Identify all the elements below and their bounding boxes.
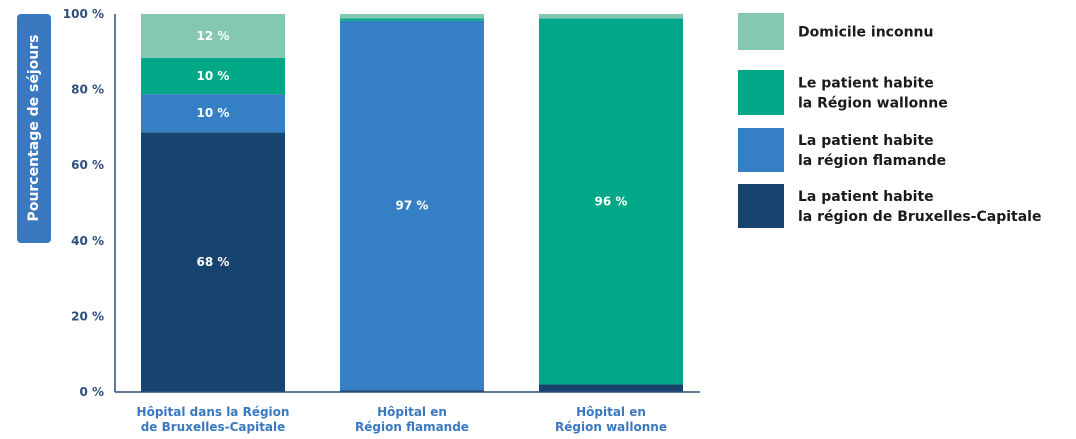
data-label: 12 % [197,29,230,43]
legend-label: La patient habite la région de Bruxelles-… [798,189,1041,225]
bar-segment [340,20,484,391]
y-tick-label: 60 % [71,158,104,172]
category-label: Hôpital en Région flamande [355,405,469,434]
legend-swatch [738,70,784,115]
bar-segment [539,384,683,392]
bar-segment [141,94,285,133]
axes [114,14,700,393]
bar-segment [340,18,484,21]
legend-swatch [738,128,784,172]
y-axis-ticks: 0 % 20 % 40 % 60 % 80 % 100 % [63,7,104,399]
y-tick-label: 0 % [79,385,104,399]
data-label: 97 % [396,198,429,212]
data-label: 10 % [197,106,230,120]
bar-segment [539,14,683,19]
legend-label: Le patient habite la Région wallonne [798,76,948,112]
y-axis-label-text: Pourcentage de séjours [26,35,42,222]
category-label: Hôpital en Région wallonne [555,405,667,434]
y-tick-label: 100 % [63,7,104,21]
category-label: Hôpital dans la Région de Bruxelles-Capit… [137,405,290,434]
category-labels: Hôpital dans la Région de Bruxelles-Capit… [137,405,667,434]
y-tick-label: 40 % [71,234,104,248]
legend: Domicile inconnu Le patient habite la Régi… [738,13,1041,228]
data-label: 10 % [197,69,230,83]
y-axis-label-box [17,14,51,243]
legend-label: Domicile inconnu [798,25,933,41]
data-label: 68 % [197,255,230,269]
y-tick-label: 80 % [71,83,104,97]
bars: 68 % 10 % 10 % 12 % 97 % 96 % [141,14,683,392]
legend-swatch [738,184,784,228]
bar-segment [141,132,285,392]
y-tick-label: 20 % [71,309,104,323]
bar-segment [539,18,683,385]
legend-swatch [738,13,784,50]
legend-label: La patient habite la région flamande [798,133,946,169]
data-label: 96 % [595,194,628,208]
bar-segment [141,14,285,58]
bar-segment [340,14,484,19]
y-axis-label: Pourcentage de séjours [17,14,51,243]
bar-segment [141,57,285,95]
bar-segment [340,390,484,392]
